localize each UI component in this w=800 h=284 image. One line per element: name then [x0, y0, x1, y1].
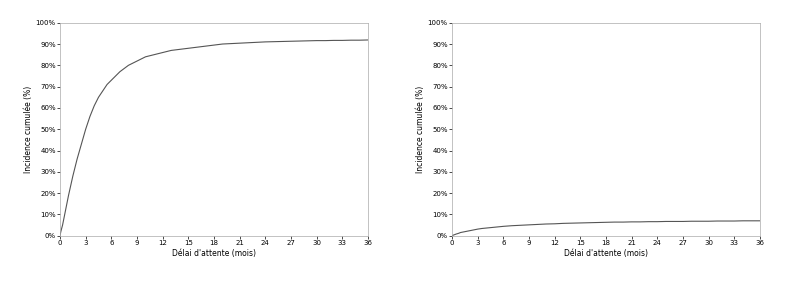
- X-axis label: Délai d'attente (mois): Délai d'attente (mois): [564, 249, 648, 258]
- X-axis label: Délai d'attente (mois): Délai d'attente (mois): [172, 249, 256, 258]
- Y-axis label: Incidence cumulée (%): Incidence cumulée (%): [24, 85, 33, 173]
- Y-axis label: Incidence cumulée (%): Incidence cumulée (%): [416, 85, 425, 173]
